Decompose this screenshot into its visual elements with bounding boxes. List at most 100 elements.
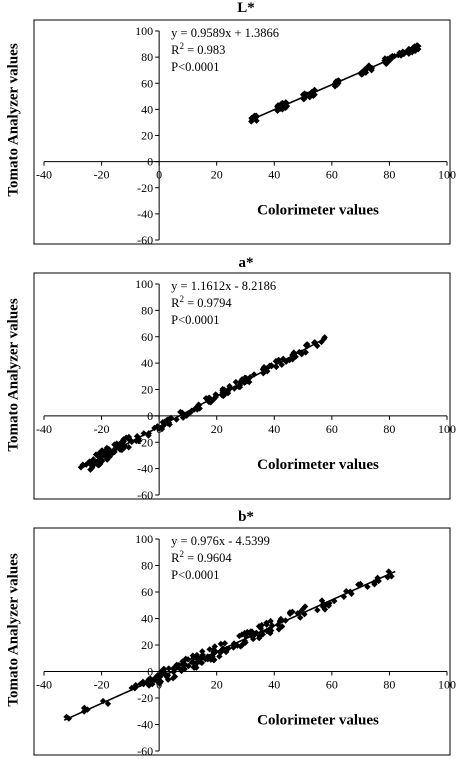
data-point <box>343 588 350 595</box>
data-point <box>255 634 263 642</box>
data-point <box>155 425 163 432</box>
data-point <box>249 629 256 637</box>
data-point <box>164 672 172 679</box>
y-tick-label: 60 <box>141 585 153 599</box>
data-point <box>241 637 248 645</box>
x-tick-label: 60 <box>326 422 338 436</box>
data-point <box>149 680 156 688</box>
data-point <box>232 378 240 386</box>
data-point <box>275 626 283 633</box>
data-point <box>97 460 104 468</box>
data-point <box>113 440 120 447</box>
data-point <box>385 568 392 575</box>
data-point <box>175 661 183 669</box>
x-tick-label: -20 <box>94 422 110 436</box>
y-tick-label: -20 <box>137 691 153 705</box>
data-point <box>171 673 179 680</box>
y-tick-label: 80 <box>141 50 153 64</box>
data-point <box>77 464 85 471</box>
x-tick-label: 40 <box>268 422 280 436</box>
data-point <box>173 664 181 671</box>
trend-line <box>250 45 422 121</box>
data-point <box>199 648 206 655</box>
data-point <box>297 614 304 621</box>
data-point <box>321 606 329 613</box>
data-point <box>177 666 185 673</box>
data-point <box>413 42 420 49</box>
data-point <box>139 678 147 686</box>
data-point <box>384 574 391 581</box>
x-tick-label: -40 <box>36 678 52 692</box>
data-point <box>125 433 133 441</box>
x-tick-label: 60 <box>326 678 338 692</box>
x-tick-label: 80 <box>383 168 395 182</box>
x-tick-label: 20 <box>211 168 223 182</box>
data-point <box>161 666 168 673</box>
data-point <box>120 436 127 443</box>
data-point <box>90 457 97 464</box>
x-tick-label: 100 <box>438 678 456 692</box>
y-tick-label: 60 <box>141 76 153 90</box>
data-point <box>224 390 232 397</box>
x-tick-label: 100 <box>438 422 456 436</box>
data-point <box>301 603 309 610</box>
data-point <box>154 678 161 685</box>
plot-frame <box>33 527 451 756</box>
data-point <box>370 579 378 586</box>
data-point <box>249 635 257 643</box>
trendline-annotation: P<0.0001 <box>171 568 219 582</box>
data-point <box>145 682 153 689</box>
chart-title: b* <box>238 509 254 525</box>
y-tick-label: -60 <box>137 488 153 502</box>
x-tick-label: -20 <box>94 168 110 182</box>
data-point <box>320 603 327 611</box>
chart-panel-3: b*-60-40-20020406080100-40-2002040608010… <box>33 509 456 758</box>
y-tick-label: 100 <box>135 24 153 38</box>
data-point <box>151 675 158 682</box>
x-tick-label: -40 <box>36 168 52 182</box>
x-tick-label: 40 <box>268 678 280 692</box>
trend-line <box>81 337 327 469</box>
data-point <box>193 654 200 661</box>
x-tick-label: 100 <box>438 168 456 182</box>
data-point <box>355 581 362 588</box>
data-point <box>184 656 192 663</box>
chart-title: a* <box>239 255 254 271</box>
data-point <box>296 609 303 616</box>
x-tick-label: 40 <box>268 168 280 182</box>
data-point <box>81 704 88 712</box>
trendline-annotation: R2 = 0.9604 <box>171 549 232 565</box>
data-point <box>367 65 375 72</box>
data-point <box>247 628 255 635</box>
x-tick-label: 0 <box>156 168 162 182</box>
x-tick-label: 20 <box>211 678 223 692</box>
y-tick-label: -40 <box>137 718 153 732</box>
trendline-annotation: R2 = 0.9794 <box>171 294 232 310</box>
x-tick-label: 80 <box>383 422 395 436</box>
data-point <box>180 658 187 666</box>
data-point <box>207 656 215 663</box>
trend-line <box>63 570 396 721</box>
y-tick-label: 0 <box>147 155 153 169</box>
x-tick-label: 80 <box>383 678 395 692</box>
data-point <box>99 697 107 705</box>
data-point <box>217 640 225 648</box>
trendline-annotation: P<0.0001 <box>171 60 219 74</box>
data-point <box>209 653 216 660</box>
data-point <box>156 680 163 687</box>
y-tick-label: 40 <box>141 612 153 626</box>
data-point <box>388 573 395 580</box>
data-point <box>340 593 348 600</box>
data-point <box>211 643 218 650</box>
data-point <box>278 623 286 630</box>
data-point <box>164 676 172 683</box>
data-point <box>286 610 294 617</box>
y-tick-label: 40 <box>141 356 153 370</box>
data-point <box>314 606 321 614</box>
data-point <box>237 643 244 650</box>
data-point <box>221 640 229 647</box>
trendline-annotation: R2 = 0.983 <box>171 41 225 57</box>
data-point <box>90 461 98 468</box>
data-point <box>189 652 197 659</box>
